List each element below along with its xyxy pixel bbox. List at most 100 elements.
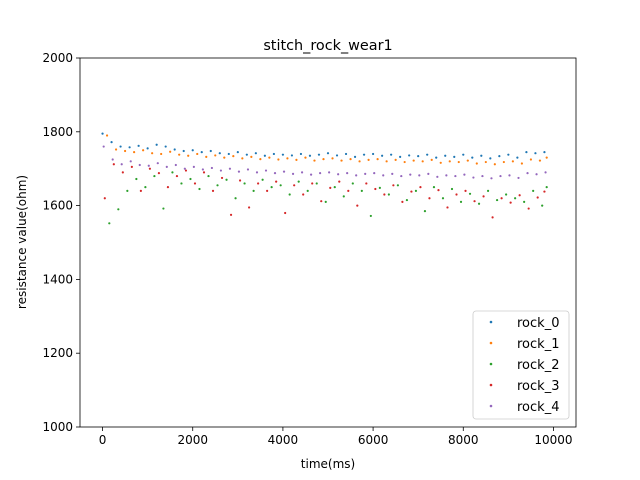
- data-point-rock_3: [543, 190, 546, 193]
- data-point-rock_3: [500, 197, 503, 200]
- data-point-rock_2: [378, 186, 381, 189]
- data-point-rock_2: [405, 198, 409, 202]
- legend-marker-rock_4: [489, 404, 493, 408]
- data-point-rock_0: [498, 155, 501, 158]
- data-point-rock_3: [374, 187, 377, 191]
- data-point-rock_3: [455, 193, 458, 196]
- data-point-rock_0: [299, 152, 303, 156]
- data-point-rock_4: [328, 171, 331, 174]
- data-point-rock_0: [209, 149, 212, 153]
- plot-frame: [79, 57, 577, 428]
- x-tick-label: 2000: [177, 433, 208, 447]
- legend-label: rock_3: [517, 379, 559, 394]
- data-point-rock_2: [387, 193, 390, 196]
- data-point-rock_4: [499, 174, 502, 178]
- data-point-rock_3: [338, 180, 341, 183]
- data-point-rock_1: [133, 150, 136, 154]
- data-point-rock_1: [214, 154, 217, 157]
- chart-title: stitch_rock_wear1: [263, 38, 392, 54]
- y-tick-label: 1200: [42, 346, 73, 360]
- data-point-rock_0: [408, 154, 411, 157]
- data-point-rock_3: [437, 189, 440, 192]
- data-point-rock_3: [491, 216, 494, 219]
- data-point-rock_2: [441, 197, 445, 200]
- data-point-rock_1: [187, 154, 190, 157]
- data-point-rock_1: [421, 160, 424, 163]
- data-point-rock_2: [514, 197, 517, 200]
- data-point-rock_1: [529, 158, 533, 161]
- data-point-rock_4: [300, 171, 304, 174]
- data-point-rock_3: [220, 176, 224, 180]
- data-point-rock_1: [232, 155, 235, 158]
- data-point-rock_4: [391, 172, 394, 175]
- data-point-rock_0: [444, 154, 447, 157]
- series-rock_3: [103, 163, 546, 219]
- data-point-rock_3: [157, 172, 161, 175]
- data-point-rock_3: [347, 189, 350, 192]
- data-point-rock_3: [473, 200, 476, 203]
- data-point-rock_2: [144, 186, 147, 189]
- data-point-rock_3: [284, 211, 287, 215]
- data-point-rock_4: [201, 168, 204, 171]
- data-point-rock_4: [237, 170, 241, 173]
- data-point-rock_3: [238, 179, 242, 182]
- series-rock_4: [102, 145, 547, 180]
- data-point-rock_2: [270, 186, 273, 189]
- data-point-rock_3: [329, 186, 332, 189]
- data-point-rock_0: [290, 154, 294, 157]
- data-point-rock_4: [291, 172, 295, 175]
- y-tick-label: 1600: [42, 199, 73, 213]
- data-point-rock_3: [247, 206, 251, 209]
- data-point-rock_0: [426, 153, 429, 156]
- data-point-rock_0: [399, 155, 402, 158]
- data-point-rock_4: [490, 177, 493, 180]
- data-point-rock_4: [228, 167, 232, 170]
- data-point-rock_0: [218, 152, 221, 155]
- data-point-rock_2: [545, 186, 548, 189]
- data-points: [101, 132, 548, 225]
- data-point-rock_4: [526, 172, 529, 175]
- data-point-rock_2: [279, 184, 282, 187]
- data-point-rock_2: [171, 171, 174, 174]
- data-point-rock_0: [417, 155, 420, 158]
- data-point-rock_1: [358, 160, 361, 163]
- data-point-rock_1: [520, 162, 523, 165]
- data-point-rock_3: [175, 174, 179, 178]
- data-point-rock_0: [435, 156, 438, 159]
- data-point-rock_4: [337, 173, 340, 176]
- data-point-rock_3: [311, 182, 314, 185]
- data-point-rock_4: [346, 172, 349, 175]
- data-point-rock_1: [545, 156, 548, 159]
- data-point-rock_0: [146, 147, 149, 150]
- data-point-rock_3: [139, 189, 142, 192]
- data-point-rock_1: [511, 160, 514, 163]
- data-point-rock_0: [263, 154, 266, 157]
- data-point-rock_1: [457, 160, 460, 164]
- data-point-rock_0: [525, 150, 528, 154]
- data-point-rock_1: [322, 158, 325, 161]
- data-point-rock_3: [275, 180, 278, 183]
- data-point-rock_0: [390, 153, 393, 156]
- data-point-rock_4: [264, 169, 268, 172]
- data-point-rock_2: [414, 189, 418, 192]
- data-point-rock_4: [255, 171, 259, 174]
- data-point-rock_2: [369, 214, 372, 218]
- data-point-rock_0: [164, 145, 167, 148]
- data-point-rock_1: [241, 157, 244, 160]
- data-point-rock_2: [523, 200, 526, 204]
- data-point-rock_1: [286, 157, 289, 160]
- data-point-rock_2: [468, 192, 472, 195]
- data-point-rock_2: [423, 210, 427, 213]
- data-point-rock_0: [254, 152, 257, 155]
- data-point-rock_1: [439, 161, 442, 164]
- x-tick-label: 4000: [268, 433, 299, 447]
- data-point-rock_4: [508, 174, 511, 177]
- data-point-rock_1: [223, 156, 226, 159]
- data-point-rock_0: [543, 150, 546, 154]
- y-tick-label: 1400: [42, 272, 73, 286]
- data-point-rock_0: [381, 154, 384, 157]
- legend-box: [472, 310, 570, 420]
- data-point-rock_4: [309, 173, 313, 176]
- data-point-rock_2: [198, 187, 201, 191]
